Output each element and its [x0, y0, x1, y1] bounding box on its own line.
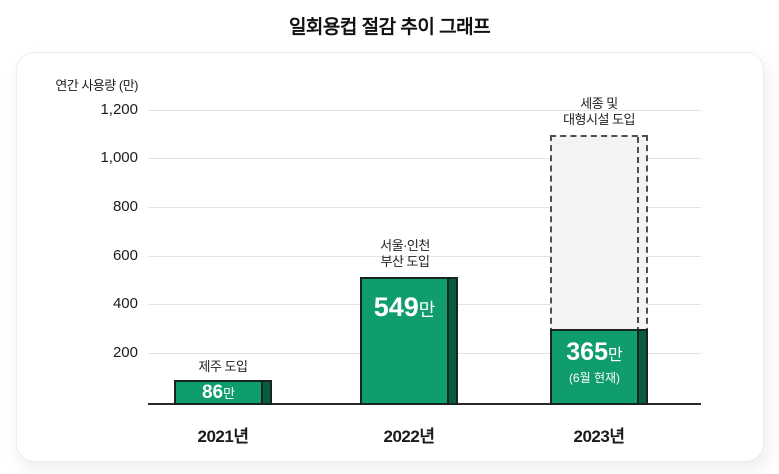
- projected-bar-side: [637, 137, 639, 403]
- x-label-2021: 2021년: [197, 427, 249, 446]
- y-tick-1000: 1,000: [100, 149, 138, 166]
- y-tick-400: 400: [112, 295, 138, 312]
- y-tick-800: 800: [112, 198, 138, 215]
- bar-value-unit: 만: [418, 300, 436, 320]
- bar-2022: 549만: [360, 277, 458, 405]
- bar-2023: 365만 (6월 현재): [550, 329, 648, 405]
- annotation-line: 서울·인천: [380, 238, 430, 253]
- annotation-line: 세종 및: [580, 96, 618, 111]
- bar-3d-side: [637, 331, 646, 403]
- bar-value-2023: 365만 (6월 현재): [552, 338, 637, 386]
- bar-3d-side: [261, 382, 270, 403]
- bar-value-number: 549: [373, 292, 419, 322]
- annotation-2022: 서울·인천 부산 도입: [345, 238, 465, 270]
- bar-value-note: (6월 현재): [568, 371, 621, 385]
- y-tick-1200: 1,200: [100, 101, 138, 118]
- chart-title: 일회용컵 절감 추이 그래프: [288, 17, 491, 38]
- x-label-2023: 2023년: [573, 427, 625, 446]
- y-axis-label: 연간 사용량 (만): [55, 78, 138, 93]
- gridline: [148, 256, 701, 257]
- bar-value-2021: 86 만: [176, 382, 261, 403]
- chart-plot-area: 연간 사용량 (만) 1,200 1,000 800 600 400 200 제…: [17, 53, 763, 461]
- chart-card: 연간 사용량 (만) 1,200 1,000 800 600 400 200 제…: [16, 52, 764, 462]
- bar-value-unit: 만: [223, 386, 236, 401]
- annotation-line: 대형시설 도입: [563, 112, 635, 127]
- annotation-2023: 세종 및 대형시설 도입: [539, 96, 659, 128]
- y-tick-600: 600: [112, 247, 138, 264]
- bar-value-2022: 549만: [362, 292, 447, 323]
- annotation-line: 부산 도입: [380, 254, 430, 269]
- x-label-2022: 2022년: [383, 427, 435, 446]
- bar-3d-side: [447, 279, 456, 403]
- y-tick-200: 200: [112, 344, 138, 361]
- gridline: [148, 207, 701, 208]
- gridline: [148, 158, 701, 159]
- annotation-2021: 제주 도입: [163, 359, 283, 375]
- gridline: [148, 110, 701, 111]
- bar-2021: 86 만: [174, 380, 272, 405]
- bar-value-number: 86: [201, 381, 224, 403]
- bar-value-number: 365: [566, 338, 608, 366]
- annotation-line: 제주 도입: [198, 359, 248, 374]
- bar-value-unit: 만: [607, 347, 623, 364]
